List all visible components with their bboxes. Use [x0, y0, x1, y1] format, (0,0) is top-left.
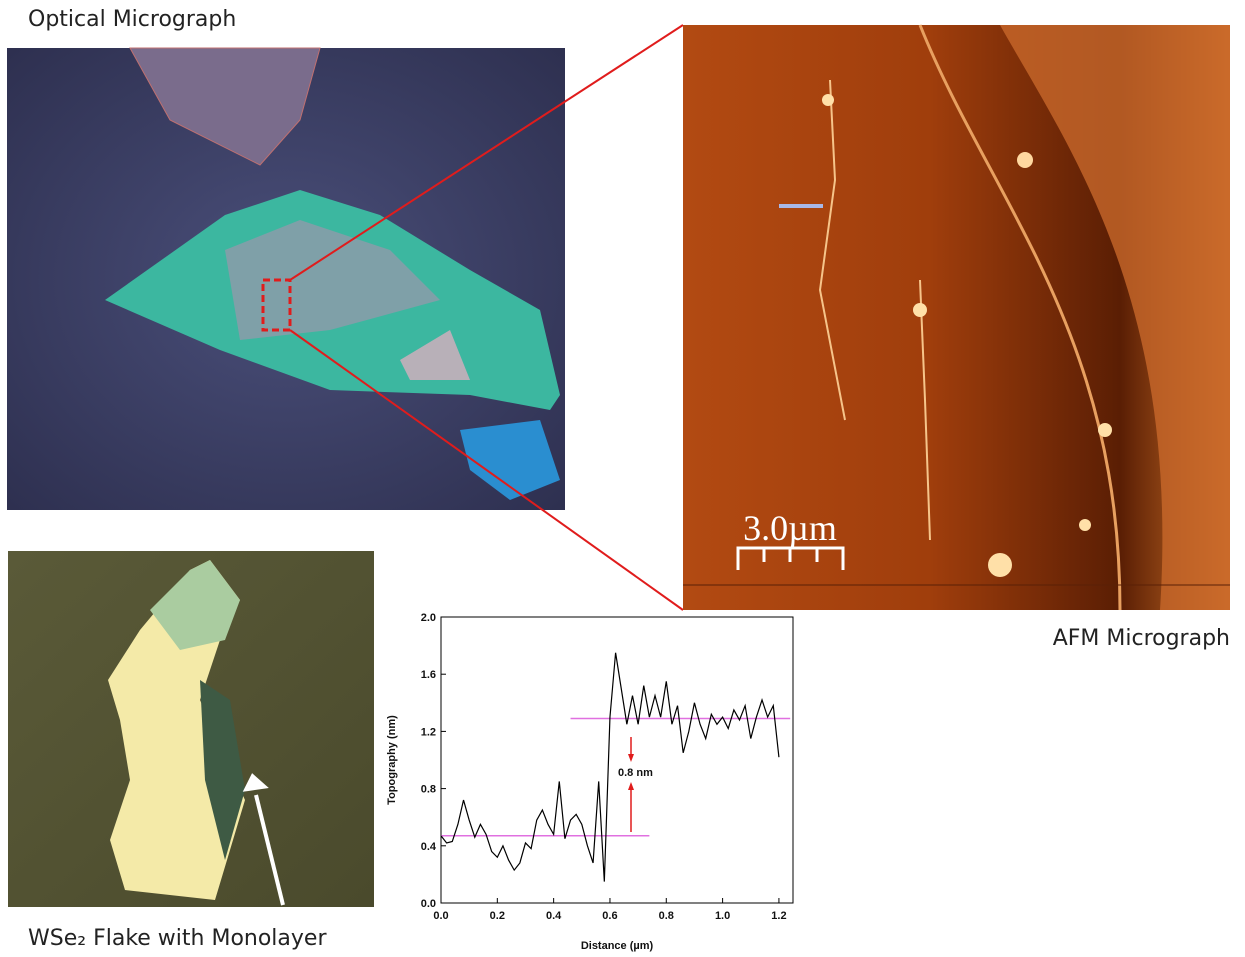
y-axis-label: Topography (nm) — [386, 715, 398, 805]
x-tick-label: 0.8 — [659, 910, 674, 922]
y-tick-label: 2.0 — [421, 612, 436, 624]
x-tick-label: 1.0 — [715, 910, 730, 922]
optical-image — [7, 48, 565, 510]
line-chart: 0.0 0.2 0.4 0.6 0.8 1.0 1.2 0.0 0.4 0.8 1.2 1.6 2.0 D… — [386, 612, 793, 952]
y-tick-label: 1.6 — [421, 669, 436, 681]
x-tick-label: 0.0 — [433, 910, 448, 922]
afm-label: AFM Micrograph — [1053, 626, 1230, 651]
flake-label: WSe₂ Flake with Monolayer — [28, 926, 327, 951]
scale-bar-label: 3.0µm — [743, 508, 837, 548]
y-tick-label: 0.8 — [421, 784, 436, 796]
x-tick-label: 0.4 — [546, 910, 562, 922]
afm-image: 3.0µm — [683, 25, 1230, 610]
x-tick-label: 0.6 — [602, 910, 617, 922]
step-annotation: 0.8 nm — [618, 767, 653, 779]
y-tick-label: 1.2 — [421, 726, 436, 738]
x-tick-label: 1.2 — [771, 910, 786, 922]
y-tick-label: 0.0 — [421, 898, 436, 910]
y-tick-label: 0.4 — [421, 841, 437, 853]
optical-label: Optical Micrograph — [28, 7, 236, 32]
x-axis-label: Distance (µm) — [581, 940, 654, 952]
figure: Optical Micrograph 3.0µm AFM Micrograph … — [0, 0, 1245, 957]
x-tick-label: 0.2 — [490, 910, 505, 922]
flake-image — [8, 551, 374, 907]
